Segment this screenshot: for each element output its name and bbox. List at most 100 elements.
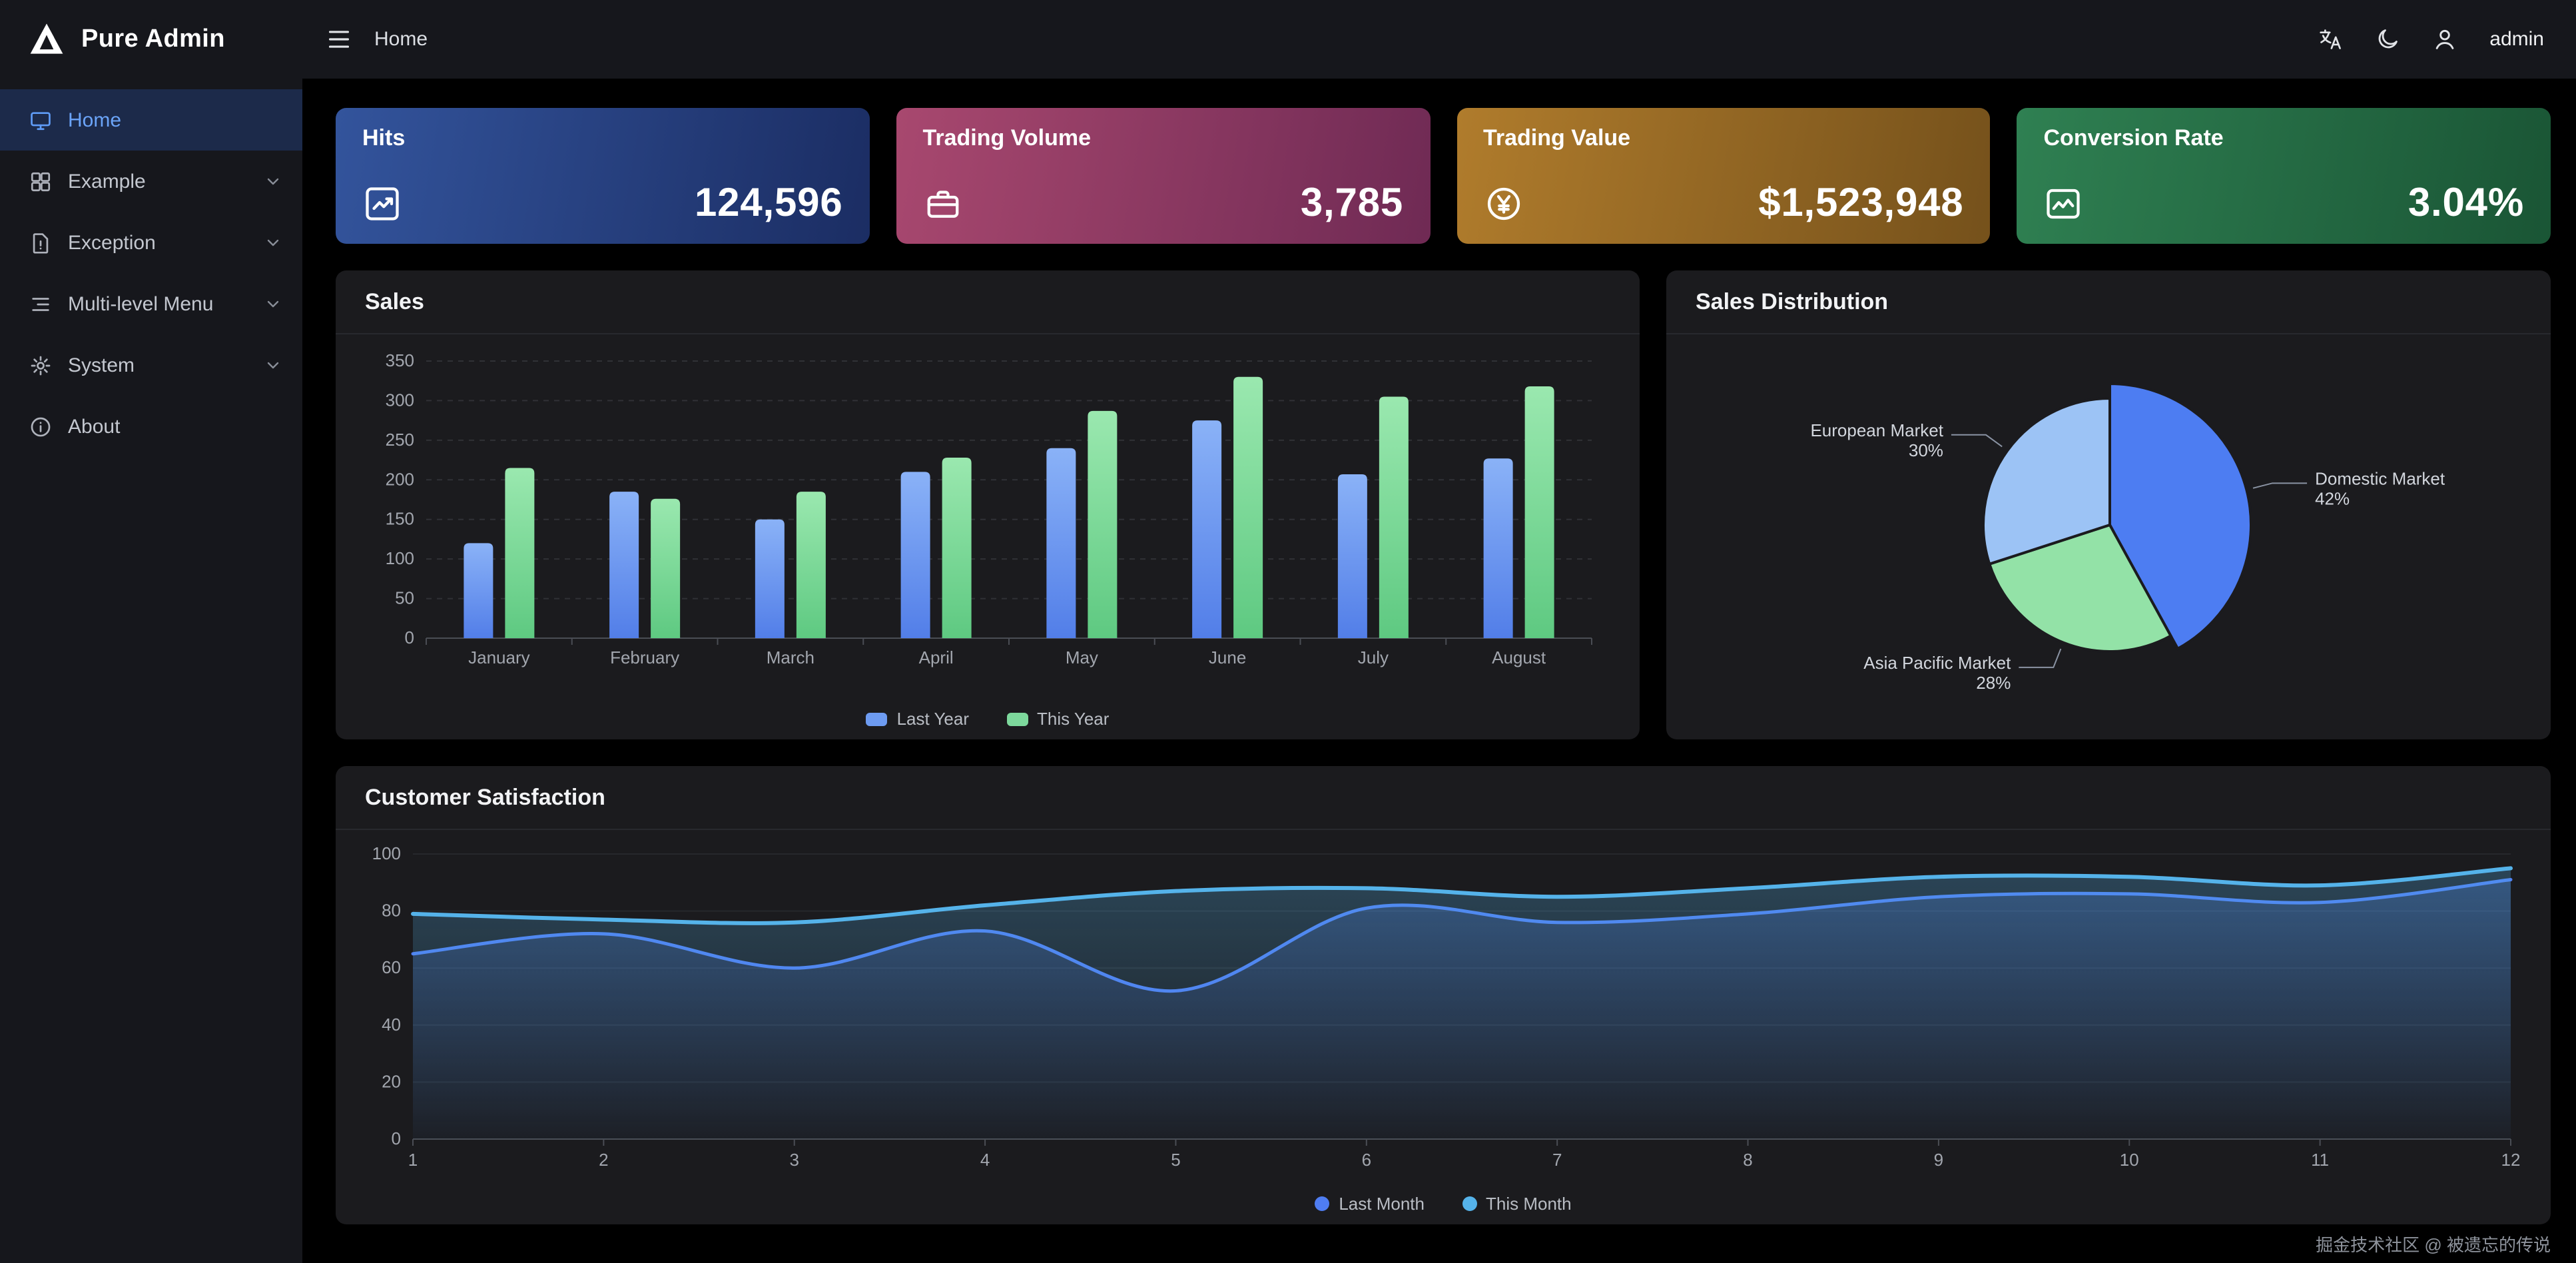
satisfaction-legend: Last Month This Month	[365, 1194, 2521, 1214]
svg-text:9: 9	[1934, 1150, 1943, 1170]
breadcrumb[interactable]: Home	[374, 28, 428, 51]
footer: 掘金技术社区 @ 被遗忘的传说	[336, 1224, 2551, 1263]
svg-text:February: February	[610, 647, 679, 667]
customer-satisfaction-card: Customer Satisfaction 0 20 40 60 80 100 1 2 3 4 5 6…	[336, 766, 2551, 1224]
legend-last-month[interactable]: Last Month	[1315, 1194, 1425, 1214]
stat-card-conversion-rate: Conversion Rate 3.04%	[2017, 108, 2551, 244]
info-icon	[29, 415, 52, 438]
legend-this-year[interactable]: This Year	[1006, 709, 1109, 729]
svg-text:4: 4	[980, 1150, 990, 1170]
sidebar-item-home[interactable]: Home	[0, 89, 302, 151]
svg-text:10: 10	[2120, 1150, 2139, 1170]
svg-text:200: 200	[386, 469, 414, 489]
svg-text:8: 8	[1743, 1150, 1752, 1170]
sidebar-item-about[interactable]: About	[0, 396, 302, 457]
svg-text:20: 20	[382, 1071, 401, 1091]
svg-text:6: 6	[1362, 1150, 1371, 1170]
moon-icon[interactable]	[2375, 27, 2400, 52]
svg-text:60: 60	[382, 957, 401, 977]
svg-text:5: 5	[1171, 1150, 1180, 1170]
card-body: 0 50 100 150 200 250 300 350 January February Marc…	[336, 334, 1640, 739]
stat-bottom: $1,523,948	[1483, 181, 1964, 225]
svg-text:June: June	[1209, 647, 1246, 667]
stat-value: 3,785	[1300, 181, 1403, 225]
stat-bottom: 124,596	[362, 181, 843, 225]
card-title: Sales Distribution	[1696, 288, 1889, 314]
menu-fold-icon[interactable]	[326, 27, 352, 52]
sales-distribution-pie-chart: Domestic Market 42% Asia Pacific Market 28%…	[1810, 382, 2445, 693]
main-area: Home admin	[302, 0, 2576, 1263]
legend-label: This Month	[1486, 1194, 1572, 1214]
stat-value: 3.04%	[2408, 181, 2524, 225]
legend-label: Last Month	[1339, 1194, 1425, 1214]
logo-icon	[27, 19, 67, 59]
sidebar-item-label: Multi-level Menu	[68, 292, 214, 315]
briefcase-icon	[923, 184, 963, 224]
stat-title: Conversion Rate	[2043, 125, 2224, 151]
sidebar-item-exception[interactable]: Exception	[0, 212, 302, 273]
sidebar-item-example[interactable]: Example	[0, 151, 302, 212]
navbar-left: Home	[326, 27, 428, 52]
card-body: 0 20 40 60 80 100 1 2 3 4 5 6 7 8 9 10 11 12 Last Month T…	[336, 830, 2551, 1224]
legend-last-year[interactable]: Last Year	[866, 709, 969, 729]
user-icon[interactable]	[2432, 27, 2457, 52]
svg-text:11: 11	[2311, 1150, 2329, 1170]
sales-legend: Last Year This Year	[365, 709, 1610, 729]
username[interactable]: admin	[2489, 28, 2544, 51]
svg-text:100: 100	[386, 548, 414, 568]
card-title: Customer Satisfaction	[365, 784, 605, 809]
gear-icon	[29, 354, 52, 376]
legend-marker	[866, 712, 888, 725]
card-body: Domestic Market 42% Asia Pacific Market 28%…	[1666, 334, 2551, 739]
svg-text:August: August	[1492, 647, 1546, 667]
svg-text:2: 2	[599, 1150, 608, 1170]
stat-card-trading-volume: Trading Volume 3,785	[896, 108, 1430, 244]
legend-this-month[interactable]: This Month	[1462, 1194, 1572, 1214]
stats-row: Hits 124,596 Trading Volume 3,785	[336, 108, 2551, 244]
svg-text:80: 80	[382, 901, 401, 921]
sidebar-item-system[interactable]: System	[0, 334, 302, 396]
legend-marker	[1462, 1196, 1476, 1211]
sidebar-menu: Home Example Exception Multi-level Menu Syst…	[0, 79, 302, 457]
card-title: Sales	[365, 288, 424, 314]
stat-card-trading-value: Trading Value $1,523,948	[1456, 108, 1991, 244]
stat-value: 124,596	[695, 181, 843, 225]
chevron-down-icon	[265, 173, 281, 189]
svg-text:100: 100	[372, 843, 401, 863]
svg-text:0: 0	[405, 628, 414, 647]
stat-title: Trading Value	[1483, 125, 1631, 151]
translate-icon[interactable]	[2318, 27, 2343, 52]
trend-chart-icon	[362, 184, 402, 224]
chart-image-icon	[2044, 184, 2084, 224]
svg-text:40: 40	[382, 1015, 401, 1035]
sidebar-item-multi-level-menu[interactable]: Multi-level Menu	[0, 273, 302, 334]
sidebar-item-label: Home	[68, 109, 122, 131]
top-navbar: Home admin	[302, 0, 2576, 79]
monitor-icon	[29, 109, 52, 131]
legend-label: This Year	[1037, 709, 1110, 729]
card-header: Sales	[336, 270, 1640, 334]
sales-distribution-card: Sales Distribution Domestic Market 42% Asi…	[1666, 270, 2551, 739]
page-content: Hits 124,596 Trading Volume 3,785	[302, 79, 2576, 1263]
svg-text:150: 150	[386, 509, 414, 529]
legend-marker	[1006, 712, 1028, 725]
svg-text:250: 250	[386, 430, 414, 450]
svg-text:7: 7	[1552, 1150, 1562, 1170]
stat-title: Hits	[362, 125, 406, 151]
svg-text:300: 300	[386, 390, 414, 410]
stat-value: $1,523,948	[1758, 181, 1964, 225]
stat-card-hits: Hits 124,596	[336, 108, 870, 244]
svg-text:0: 0	[392, 1128, 401, 1148]
sidebar-item-label: Example	[68, 170, 146, 193]
svg-text:March: March	[767, 647, 814, 667]
logo[interactable]: Pure Admin	[0, 0, 302, 79]
sales-card: Sales 0 50 100 150 200 250 300 350 January Februa…	[336, 270, 1640, 739]
stat-bottom: 3,785	[923, 181, 1404, 225]
sidebar: Pure Admin Home Example Exception Multi-lev…	[0, 0, 302, 1263]
stat-title: Trading Volume	[922, 125, 1092, 151]
sidebar-item-label: About	[68, 415, 121, 438]
footer-credit: 掘金技术社区 @ 被遗忘的传说	[2316, 1235, 2551, 1255]
